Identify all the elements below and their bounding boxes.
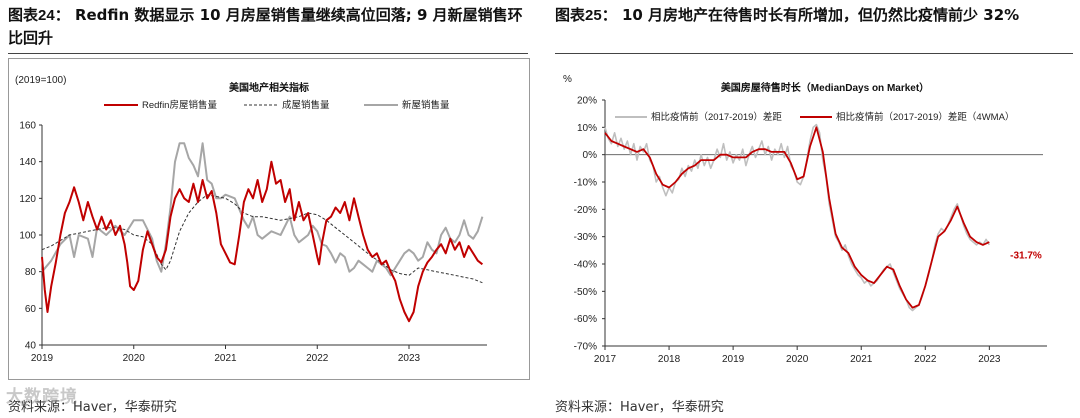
right-chart-panel: % 美国房屋待售时长（MedianDays on Market） 相比疫情前（201… xyxy=(555,58,1075,378)
right-figure-label: 图表 xyxy=(555,6,586,24)
x-tick-label: 2019 xyxy=(722,354,745,365)
y-tick-label: 100 xyxy=(19,231,36,242)
right-figure-number: 25 xyxy=(585,7,602,24)
x-tick-label: 2023 xyxy=(398,353,421,364)
right-chart-svg: % 美国房屋待售时长（MedianDays on Market） 相比疫情前（201… xyxy=(563,74,1047,365)
x-tick-label: 2017 xyxy=(594,354,617,365)
y-tick-label: 10% xyxy=(577,123,597,134)
y-tick-label: 80 xyxy=(25,267,37,278)
x-tick-label: 2023 xyxy=(978,354,1001,365)
y-tick-label: -10% xyxy=(574,178,597,189)
x-tick-label: 2020 xyxy=(123,353,146,364)
legend-label-1: 相比疫情前（2017-2019）差距（4WMA） xyxy=(836,111,1014,123)
left-figure-title: Redfin 数据显示 10 月房屋销售量继续高位回落; 9 月新屋销售环比回升 xyxy=(8,6,523,47)
chart-title: 美国地产相关指标 xyxy=(229,81,309,94)
right-figure-title: 10 月房地产在待售时长有所增加，但仍然比疫情前少 32% xyxy=(621,6,1020,24)
unit-note: (2019=100) xyxy=(15,75,66,86)
x-tick-label: 2019 xyxy=(31,353,54,364)
x-tick-label: 2021 xyxy=(214,353,237,364)
right-figure-heading: 图表25： 10 月房地产在待售时长有所增加，但仍然比疫情前少 32% xyxy=(555,6,1020,24)
y-tick-label: -40% xyxy=(574,260,597,271)
y-tick-label: -50% xyxy=(574,287,597,298)
y-tick-label: -70% xyxy=(574,342,597,353)
legend-label-0: 相比疫情前（2017-2019）差距 xyxy=(651,111,782,123)
unit-note: % xyxy=(563,74,572,85)
y-tick-label: 0% xyxy=(583,150,598,161)
x-tick-label: 2022 xyxy=(914,354,937,365)
series-line-1 xyxy=(41,194,483,284)
y-tick-label: -30% xyxy=(574,232,597,243)
right-source-note: 资料来源：Haver，华泰研究 xyxy=(555,400,724,415)
y-tick-label: -20% xyxy=(574,205,597,216)
x-tick-label: 2018 xyxy=(658,354,681,365)
left-figure-number: 24 xyxy=(38,7,55,24)
y-tick-label: 20% xyxy=(577,96,597,107)
left-figure-label: 图表 xyxy=(8,6,39,24)
right-heading-rule xyxy=(555,53,1073,54)
left-source-note: 资料来源：Haver，华泰研究 xyxy=(8,400,177,415)
left-figure-heading: 图表24： Redfin 数据显示 10 月房屋销售量继续高位回落; 9 月新屋… xyxy=(8,6,523,47)
legend-label-1: 成屋销售量 xyxy=(282,99,330,111)
series-line-2 xyxy=(41,142,484,277)
chart-title: 美国房屋待售时长（MedianDays on Market） xyxy=(721,81,929,94)
series-line-0 xyxy=(604,123,990,312)
left-heading-rule xyxy=(8,53,528,54)
left-chart-svg: (2019=100) 美国地产相关指标 Redfin房屋销售量 成屋销售量 新屋销售量 4… xyxy=(15,75,487,364)
y-tick-label: 40 xyxy=(25,341,37,352)
x-tick-label: 2021 xyxy=(850,354,873,365)
data-label-latest: -31.7% xyxy=(1010,250,1042,261)
y-tick-label: 60 xyxy=(25,304,37,315)
legend-label-2: 新屋销售量 xyxy=(402,99,450,111)
x-tick-label: 2020 xyxy=(786,354,809,365)
y-tick-label: 140 xyxy=(19,157,36,168)
legend-label-0: Redfin房屋销售量 xyxy=(142,99,217,111)
y-tick-label: 120 xyxy=(19,194,36,205)
y-tick-label: 160 xyxy=(19,121,36,132)
watermark-logo: 大数跨境 xyxy=(6,387,78,407)
x-tick-label: 2022 xyxy=(306,353,329,364)
series-line-0 xyxy=(41,160,484,323)
left-chart-panel: (2019=100) 美国地产相关指标 Redfin房屋销售量 成屋销售量 新屋销售量 4… xyxy=(8,58,530,380)
y-tick-label: -60% xyxy=(574,314,597,325)
series-line-1 xyxy=(604,126,990,309)
